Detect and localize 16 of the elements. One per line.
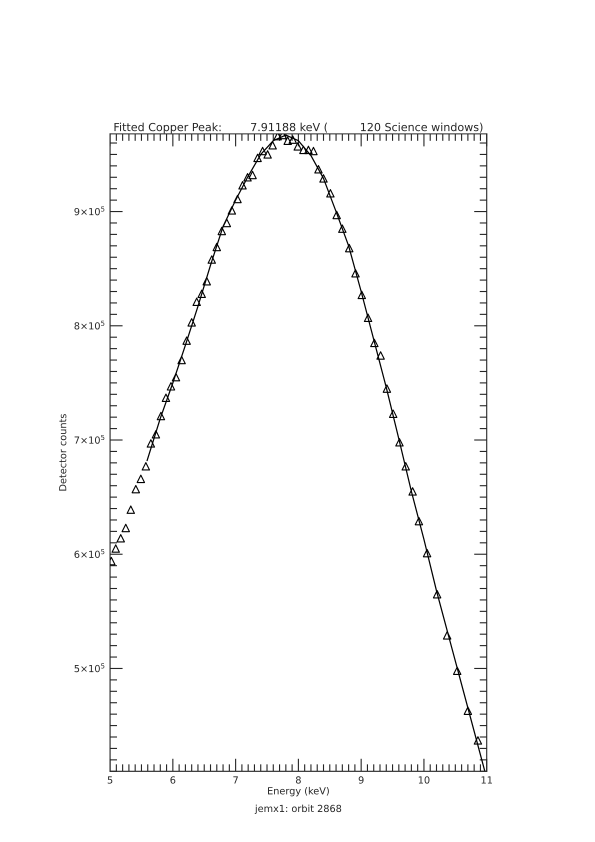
x-tick-label: 11	[482, 776, 492, 784]
y-tick-label: 7×10$^{5}$	[74, 434, 104, 444]
x-tick-label: 7	[233, 776, 238, 784]
y-tick-label: 6×10$^{5}$	[74, 549, 104, 558]
x-tick-label: 6	[170, 776, 176, 784]
x-tick-label: 10	[418, 776, 430, 784]
x-tick-label: 5	[108, 776, 112, 784]
y-tick-label: 5×10$^{5}$	[74, 663, 104, 672]
y-axis-title: Detector counts	[59, 414, 66, 491]
y-tick-label: 8×10$^{5}$	[74, 320, 104, 330]
chart-title: Fitted Copper Peak: 7.91188 keV ( 120 Science windows)	[114, 122, 482, 134]
text: jemx1: orbit 2868	[254, 804, 342, 814]
x-tick-label: 9	[358, 776, 364, 784]
y-tick-label: 9×10$^{5}$	[74, 206, 104, 216]
x-tick-label: 8	[296, 776, 301, 784]
x-axis-title: Energy (keV)	[268, 786, 329, 796]
